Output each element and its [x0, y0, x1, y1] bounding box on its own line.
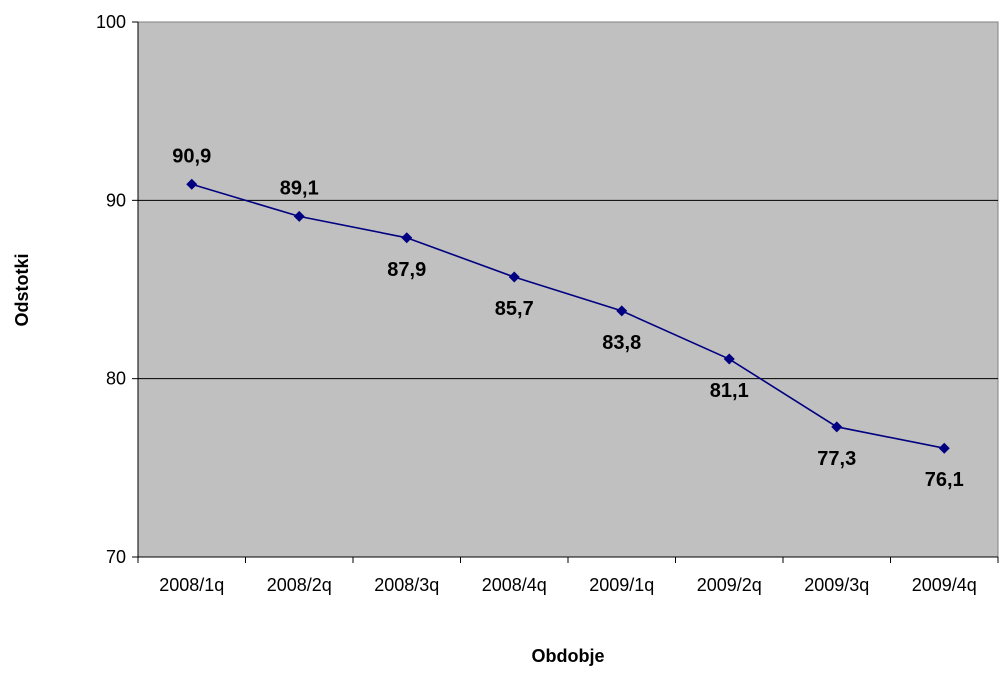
x-tick-label: 2009/2q	[697, 575, 762, 595]
data-label: 83,8	[602, 332, 641, 354]
data-label: 87,9	[387, 259, 426, 281]
data-point-marker	[938, 442, 950, 454]
y-tick-label: 100	[96, 12, 126, 32]
series-line-group	[186, 178, 950, 454]
x-tick-label: 2008/3q	[374, 575, 439, 595]
x-tick-label: 2008/4q	[482, 575, 547, 595]
data-label: 90,9	[172, 145, 211, 167]
y-tick-label: 90	[106, 190, 126, 210]
x-tick-label: 2009/1q	[589, 575, 654, 595]
data-label: 77,3	[817, 448, 856, 470]
x-tick-label: 2009/3q	[804, 575, 869, 595]
data-point-marker	[831, 421, 843, 433]
data-point-marker	[401, 232, 413, 244]
x-tick-label: 2009/4q	[912, 575, 977, 595]
plot-area	[137, 21, 999, 558]
series-line	[191, 183, 945, 450]
data-point-marker	[508, 271, 520, 283]
data-point-marker	[186, 178, 198, 190]
y-axis-title: Odstotki	[12, 253, 32, 326]
data-labels: 90,9 89,1 87,9 85,7 83,8 81,1 77,3 76,1	[172, 145, 963, 491]
y-tick-label: 70	[106, 547, 126, 567]
data-point-marker	[616, 305, 628, 317]
data-label: 89,1	[280, 177, 319, 199]
axes: 70 80 90 100 2008/1q 2008/2q 2008/3q 2008/4q 200…	[96, 12, 999, 595]
x-axis-title: Obdobje	[532, 646, 605, 666]
y-tick-label: 80	[106, 369, 126, 389]
x-tick-label: 2008/2q	[267, 575, 332, 595]
data-label: 81,1	[710, 380, 749, 402]
data-point-marker	[723, 353, 735, 365]
data-label: 76,1	[925, 469, 964, 491]
gridlines	[138, 199, 998, 380]
data-point-marker	[293, 210, 305, 222]
x-tick-label: 2008/1q	[159, 575, 224, 595]
data-label: 85,7	[495, 298, 534, 320]
